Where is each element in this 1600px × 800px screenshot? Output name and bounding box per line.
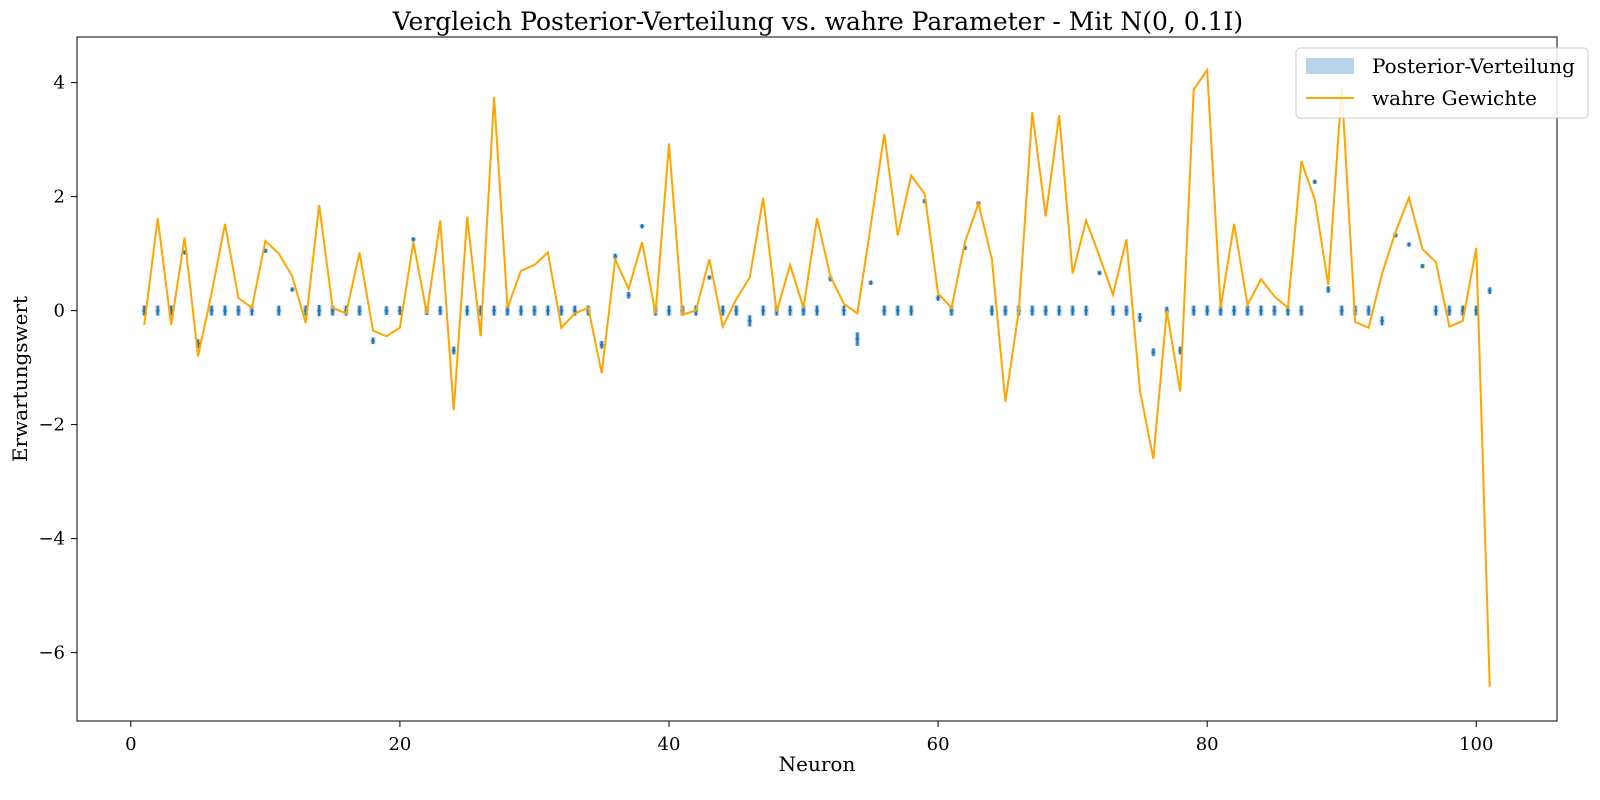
y-tick-label--4: −4 — [38, 529, 65, 550]
posterior-point-101 — [1487, 287, 1493, 294]
legend-swatch-posterior — [1306, 58, 1354, 74]
posterior-point-69 — [1056, 305, 1062, 316]
y-tick-label--6: −6 — [38, 643, 65, 664]
legend-label-posterior: Posterior-Verteilung — [1372, 54, 1575, 78]
x-tick-label-80: 80 — [1196, 734, 1219, 755]
posterior-point-75 — [1137, 313, 1143, 322]
legend-label-true-weights: wahre Gewichte — [1372, 86, 1537, 110]
posterior-point-76 — [1150, 348, 1156, 357]
posterior-point-17 — [357, 305, 363, 316]
posterior-point-57 — [895, 305, 901, 316]
posterior-point-43 — [706, 275, 712, 280]
posterior-point-67 — [1029, 305, 1035, 316]
posterior-point-6 — [209, 305, 215, 316]
posterior-point-18 — [370, 337, 376, 345]
posterior-point-49 — [787, 305, 793, 316]
posterior-point-80 — [1204, 305, 1210, 316]
posterior-point-85 — [1271, 305, 1277, 316]
posterior-point-35 — [599, 340, 605, 349]
posterior-point-24 — [451, 346, 457, 355]
posterior-point-83 — [1245, 305, 1251, 316]
true-weights-line-group — [143, 67, 1491, 687]
x-axis-label: Neuron — [779, 752, 856, 776]
posterior-point-14 — [316, 305, 322, 317]
posterior-point-21 — [410, 237, 416, 242]
posterior-point-23 — [437, 306, 443, 316]
posterior-point-29 — [518, 305, 524, 316]
posterior-point-47 — [760, 305, 766, 316]
posterior-point-87 — [1298, 305, 1304, 316]
posterior-point-40 — [666, 305, 672, 316]
posterior-point-82 — [1231, 305, 1237, 316]
y-axis-label: Erwartungswert — [8, 296, 32, 462]
y-tick-label-4: 4 — [54, 73, 65, 94]
posterior-point-64 — [989, 305, 995, 316]
posterior-point-32 — [558, 305, 564, 316]
posterior-point-25 — [464, 305, 470, 316]
x-tick-label-40: 40 — [658, 734, 681, 755]
posterior-point-56 — [881, 305, 887, 316]
posterior-point-95 — [1406, 242, 1412, 247]
posterior-point-71 — [1083, 305, 1089, 316]
posterior-point-60 — [935, 295, 941, 301]
posterior-point-45 — [733, 305, 739, 316]
posterior-point-30 — [531, 305, 537, 316]
x-tick-label-100: 100 — [1459, 734, 1493, 755]
posterior-point-54 — [854, 332, 860, 346]
posterior-point-79 — [1191, 305, 1197, 316]
posterior-point-98 — [1446, 305, 1452, 316]
posterior-point-37 — [626, 291, 632, 299]
posterior-point-2 — [155, 305, 161, 316]
posterior-point-70 — [1070, 305, 1076, 316]
posterior-point-7 — [222, 305, 228, 316]
x-tick-label-20: 20 — [388, 734, 411, 755]
x-tick-label-0: 0 — [125, 734, 136, 755]
x-tick-label-60: 60 — [927, 734, 950, 755]
posterior-point-31 — [545, 305, 551, 316]
posterior-point-93 — [1379, 316, 1385, 326]
posterior-point-58 — [908, 305, 914, 316]
posterior-point-55 — [868, 280, 874, 285]
posterior-point-88 — [1312, 179, 1318, 184]
legend-frame — [1295, 47, 1589, 119]
posterior-point-74 — [1123, 305, 1129, 316]
axis-ticks: 0 20 40 60 80 100 −6 −4 −2 0 2 4 — [38, 73, 1493, 755]
posterior-point-38 — [639, 224, 645, 229]
posterior-point-90 — [1339, 305, 1345, 316]
y-tick-label-0: 0 — [54, 301, 65, 322]
chart-title: Vergleich Posterior-Verteilung vs. wahre… — [392, 7, 1243, 36]
posterior-point-11 — [276, 305, 282, 316]
true-weights-line — [143, 67, 1491, 687]
posterior-point-51 — [814, 305, 820, 316]
posterior-point-46 — [747, 315, 753, 327]
posterior-point-27 — [491, 305, 497, 316]
posterior-point-72 — [1097, 270, 1103, 276]
y-tick-label--2: −2 — [38, 415, 65, 436]
y-tick-label-2: 2 — [54, 187, 65, 208]
plot-frame — [76, 36, 1558, 722]
posterior-point-73 — [1110, 305, 1116, 316]
posterior-point-84 — [1258, 305, 1264, 316]
posterior-point-20 — [397, 306, 403, 316]
posterior-point-44 — [720, 305, 726, 316]
posterior-point-53 — [841, 305, 847, 316]
posterior-point-12 — [289, 287, 295, 292]
posterior-point-8 — [235, 305, 241, 316]
posterior-point-89 — [1325, 286, 1331, 293]
posterior-point-68 — [1043, 305, 1049, 316]
posterior-point-92 — [1366, 305, 1372, 316]
legend: Posterior-Verteilung wahre Gewichte — [1295, 47, 1589, 119]
posterior-point-97 — [1433, 305, 1439, 316]
posterior-point-19 — [383, 306, 389, 316]
posterior-point-96 — [1419, 264, 1425, 269]
posterior-point-65 — [1002, 305, 1008, 316]
